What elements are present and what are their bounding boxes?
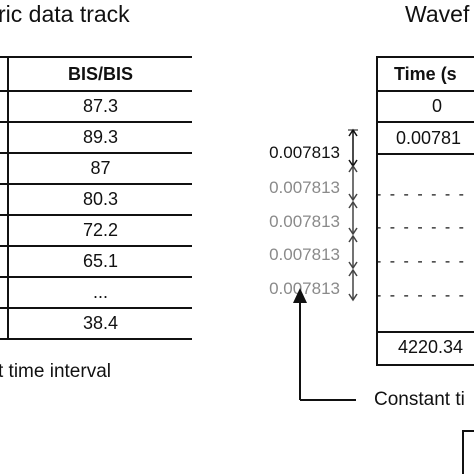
bis-value: 87 (7, 152, 192, 185)
time-value: 0.00781 (376, 121, 474, 155)
right-caption: Constant ti (374, 389, 465, 410)
time-value: 0 (376, 90, 474, 123)
caption-arrow (293, 288, 356, 401)
table-row: ... (0, 276, 192, 309)
interval-label: 0.007813 (269, 212, 340, 231)
right-title: Wavef (405, 1, 470, 27)
right-table-body (376, 153, 474, 365)
table-cell (0, 56, 9, 92)
last-row-bottom-border (376, 364, 474, 366)
bis-value: 72.2 (7, 214, 192, 247)
bis-value: 87.3 (7, 90, 192, 123)
bis-value: 65.1 (7, 245, 192, 278)
table-row: 72.2 (0, 214, 192, 247)
table-row: 89.3 (0, 121, 192, 154)
bis-value: 38.4 (7, 307, 192, 340)
bis-value: ... (7, 276, 192, 309)
bis-value: 89.3 (7, 121, 192, 154)
dashed-row: - - - - - - - (376, 186, 466, 203)
interval-label: 0.007813 (269, 279, 340, 298)
interval-bracket (348, 234, 358, 270)
right-data-table: Time (s 0 0.00781 (376, 56, 474, 155)
partial-box (462, 430, 474, 474)
table-row: 0.00781 (376, 121, 474, 155)
interval-label: 0.007813 (269, 245, 340, 264)
interval-bracket (348, 128, 358, 168)
column-header-bis: BIS/BIS (7, 56, 192, 92)
table-row: 80.3 (0, 183, 192, 216)
interval-bracket (348, 268, 358, 302)
bis-value: 80.3 (7, 183, 192, 216)
column-header-time: Time (s (376, 56, 474, 92)
interval-label: 0.007813 (269, 143, 340, 162)
dashed-row: - - - - - - - (376, 253, 466, 270)
interval-bracket (348, 164, 358, 202)
table-header-row: Time (s (376, 56, 474, 92)
dashed-row: - - - - - - - (376, 219, 466, 236)
interval-bracket (348, 200, 358, 236)
dashed-row: - - - - - - - (376, 287, 466, 304)
table-row: 38.4 (0, 307, 192, 340)
interval-label: 0.007813 (269, 178, 340, 197)
table-row: 87 (0, 152, 192, 185)
table-row: 65.1 (0, 245, 192, 278)
table-row: 87.3 (0, 90, 192, 123)
left-caption: t time interval (0, 361, 111, 382)
table-row: 0 (376, 90, 474, 123)
table-header-row: BIS/BIS (0, 56, 192, 92)
last-row-top-border (376, 331, 474, 333)
left-data-table: BIS/BIS 87.3 89.3 87 80.3 72.2 65.1 ... … (0, 56, 192, 340)
left-title: ric data track (0, 1, 130, 27)
time-value-last: 4220.34 (398, 337, 464, 357)
